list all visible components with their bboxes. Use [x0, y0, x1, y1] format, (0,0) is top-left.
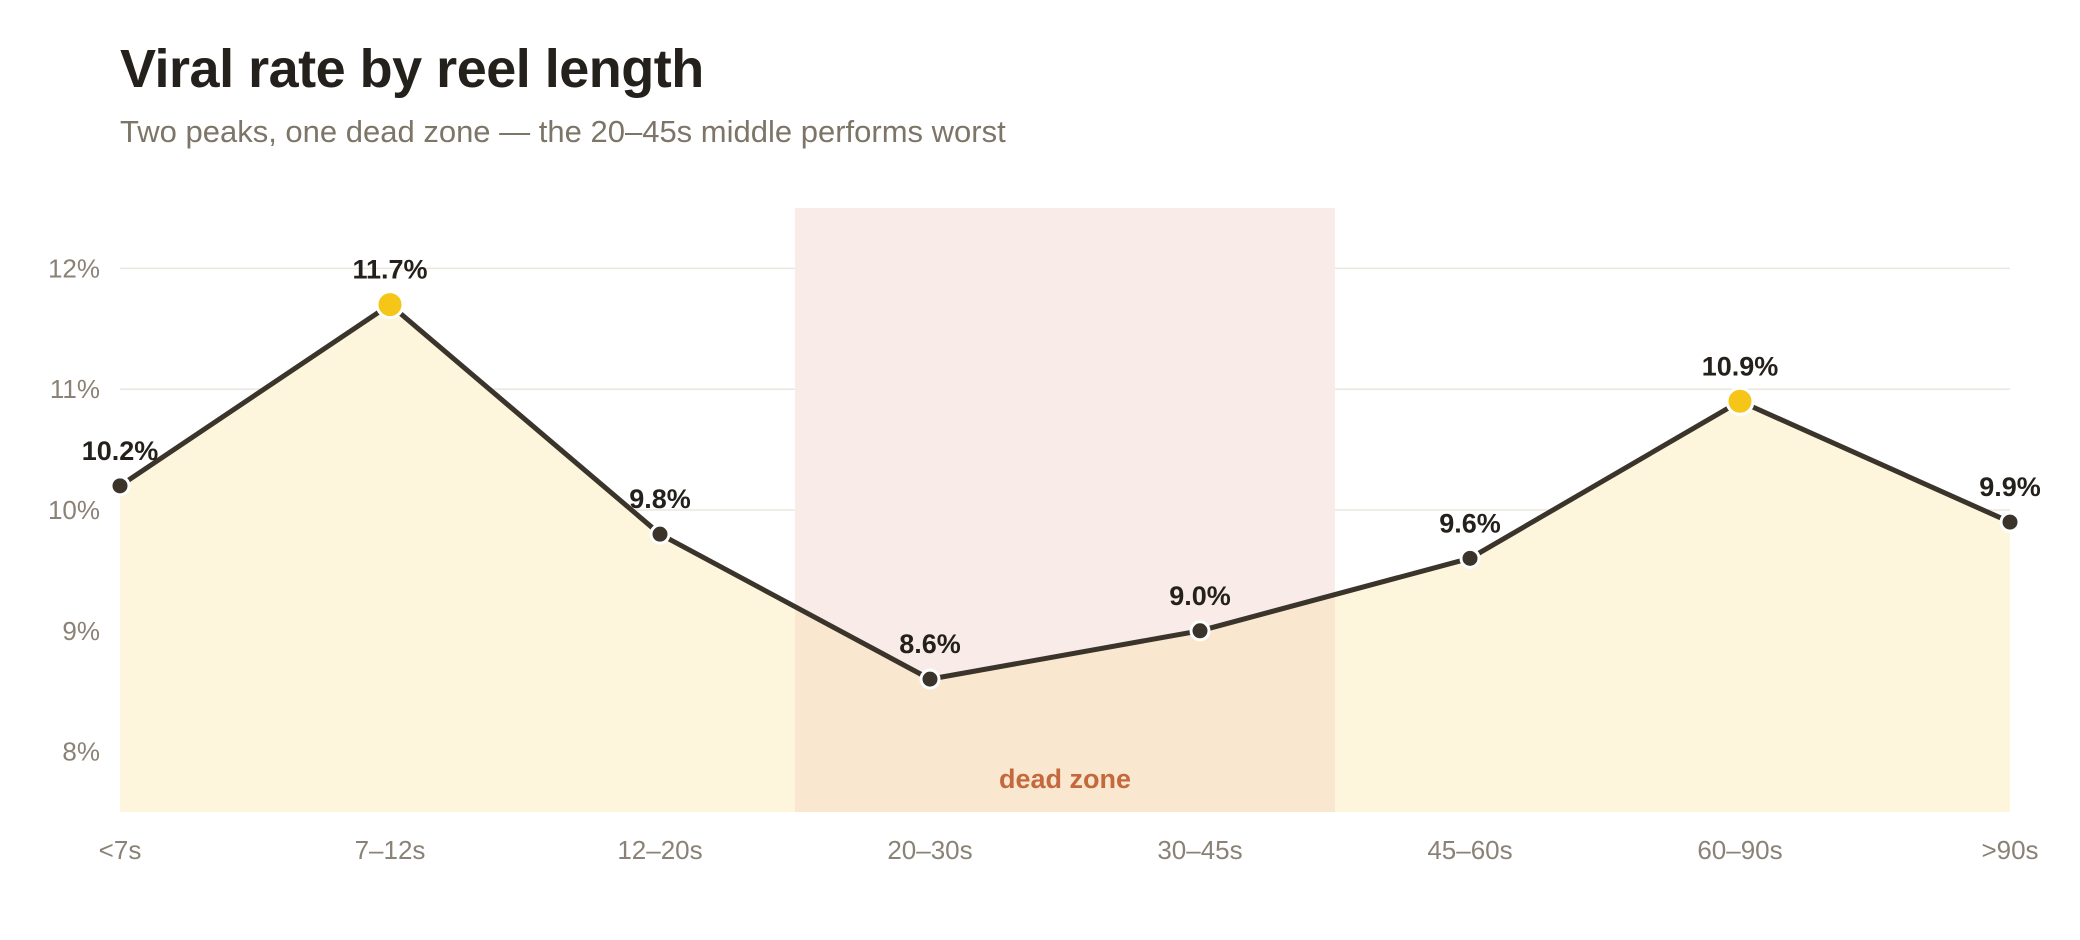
peak-point — [375, 290, 405, 320]
area-under-line — [120, 304, 2010, 812]
y-tick-label: 9% — [62, 616, 100, 646]
chart-subtitle: Two peaks, one dead zone — the 20–45s mi… — [120, 114, 1006, 149]
x-tick-label: 12–20s — [617, 835, 702, 865]
data-label: 10.2% — [82, 436, 159, 466]
data-label: 11.7% — [352, 255, 427, 285]
data-point — [649, 523, 671, 545]
data-point — [109, 475, 131, 497]
data-label: 8.6% — [899, 629, 961, 659]
chart-title: Viral rate by reel length — [120, 39, 704, 99]
y-tick-label: 11% — [50, 374, 100, 404]
data-label: 9.0% — [1169, 581, 1231, 611]
data-label: 9.8% — [629, 484, 691, 514]
data-point — [1459, 547, 1481, 569]
data-label: 9.6% — [1439, 508, 1501, 538]
dead-zone-label: dead zone — [999, 764, 1131, 794]
y-axis: 8% 9% 10% 11% 12% — [48, 253, 100, 766]
x-tick-label: <7s — [99, 835, 142, 865]
data-labels: 10.2% 11.7% 9.8% 8.6% 9.0% 9.6% 10.9% 9.9% — [82, 255, 2041, 659]
series-line — [117, 302, 2013, 682]
x-tick-label: 60–90s — [1697, 835, 1782, 865]
data-points — [109, 290, 2021, 690]
data-point — [919, 668, 941, 690]
y-tick-label: 10% — [48, 495, 100, 525]
area-fill — [120, 304, 2010, 812]
y-tick-label: 8% — [62, 737, 100, 767]
x-tick-label: 45–60s — [1427, 835, 1512, 865]
data-point — [1189, 620, 1211, 642]
x-tick-label: 20–30s — [887, 835, 972, 865]
line-path — [117, 302, 2013, 682]
x-axis: <7s 7–12s 12–20s 20–30s 30–45s 45–60s 60–90s >9… — [99, 835, 2039, 865]
y-tick-label: 12% — [48, 253, 100, 283]
data-label: 9.9% — [1979, 472, 2041, 502]
area-in-dead-zone — [795, 594, 1335, 812]
x-tick-label: 7–12s — [355, 835, 426, 865]
dead-zone-area-overlap — [795, 594, 1335, 812]
data-label: 10.9% — [1702, 351, 1779, 381]
x-tick-label: 30–45s — [1157, 835, 1242, 865]
x-tick-label: >90s — [1981, 835, 2038, 865]
data-point — [1999, 511, 2021, 533]
peak-point — [1725, 386, 1755, 416]
